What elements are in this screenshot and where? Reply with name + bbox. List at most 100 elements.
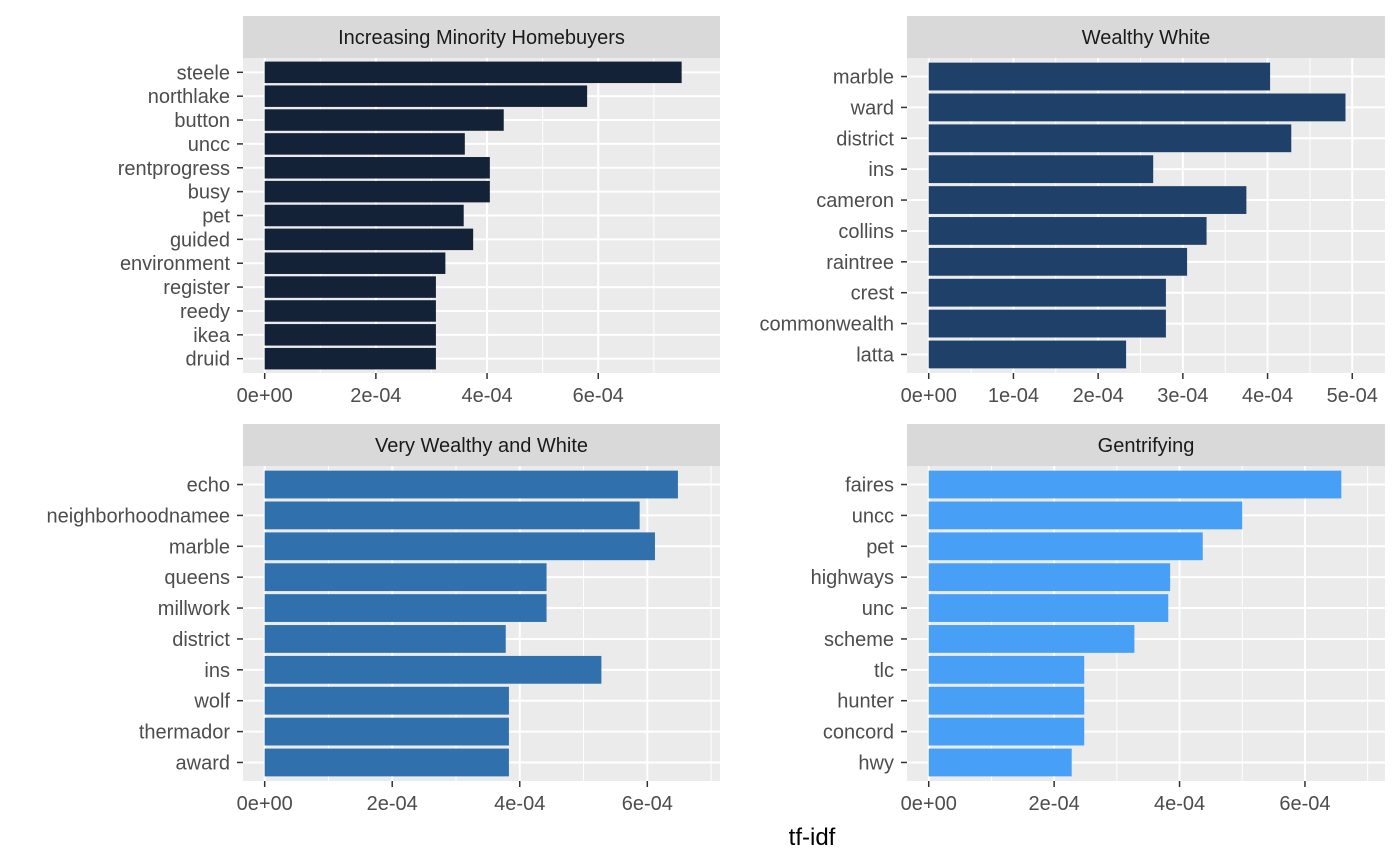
x-tick-label: 2e-04: [1073, 385, 1124, 407]
bar-rentprogress: [264, 157, 490, 179]
bar-district: [264, 625, 506, 653]
bar-steele: [264, 61, 682, 84]
bar-ikea: [264, 324, 436, 346]
bar-thermador: [264, 717, 509, 746]
facet-strip: [907, 424, 1385, 466]
x-tick-label: 6e-04: [573, 385, 624, 407]
x-tick-label: 0e+00: [901, 385, 957, 407]
category-label: marble: [169, 536, 230, 558]
bar-neighborhoodnamee: [264, 501, 640, 530]
facet-title: Very Wealthy and White: [375, 435, 588, 457]
bar-cameron: [928, 186, 1247, 214]
category-label: scheme: [824, 629, 894, 651]
bar-pet: [928, 532, 1203, 561]
category-label: marble: [833, 67, 894, 89]
bar-award: [264, 748, 509, 777]
category-label: queens: [164, 567, 230, 589]
bar-district: [928, 124, 1292, 153]
category-label: raintree: [826, 252, 894, 274]
bar-collins: [928, 217, 1207, 245]
category-label: commonwealth: [759, 314, 894, 336]
x-tick-label: 3e-04: [1157, 385, 1208, 407]
x-tick-label: 2e-04: [1029, 793, 1080, 815]
bar-raintree: [928, 247, 1188, 276]
bar-concord: [928, 717, 1085, 746]
category-label: thermador: [139, 722, 230, 744]
x-axis-title: tf-idf: [789, 824, 836, 851]
x-tick-label: 6e-04: [622, 793, 673, 815]
bar-unc: [928, 594, 1169, 622]
bar-hunter: [928, 686, 1085, 715]
bar-guided: [264, 228, 474, 251]
category-label: millwork: [158, 598, 231, 620]
category-label: ward: [850, 97, 894, 119]
x-tick-label: 2e-04: [350, 385, 401, 407]
bar-druid: [264, 347, 436, 370]
category-label: pet: [866, 536, 894, 558]
x-tick-label: 4e-04: [461, 385, 512, 407]
bar-pet: [264, 204, 464, 227]
bar-echo: [264, 470, 678, 499]
category-label: concord: [823, 722, 894, 744]
category-label: faires: [845, 475, 894, 497]
category-label: button: [174, 110, 230, 132]
bar-latta: [928, 340, 1127, 369]
facet-panel-4: Gentrifying 0e+00 2e-04 4e-04 6e-04 faires unc…: [811, 424, 1385, 815]
category-label: district: [836, 128, 894, 150]
bar-wolf: [264, 686, 509, 715]
bar-crest: [928, 278, 1166, 307]
category-label: ins: [204, 660, 230, 682]
facet-panel-1: Increasing Minority Homebuyers 0e+00 2e-04…: [118, 16, 720, 407]
bar-millwork: [264, 594, 547, 622]
bar-reedy: [264, 300, 436, 322]
x-tick-label: 4e-04: [1154, 793, 1205, 815]
category-label: busy: [188, 182, 230, 204]
category-label: unc: [862, 598, 894, 620]
bar-highways: [928, 563, 1171, 592]
bar-button: [264, 109, 504, 131]
category-label: druid: [186, 349, 230, 371]
facet-strip: [243, 424, 720, 466]
bar-hwy: [928, 748, 1072, 777]
category-label: echo: [187, 475, 230, 497]
category-label: environment: [120, 253, 231, 275]
bar-register: [264, 276, 436, 298]
category-label: rentprogress: [118, 158, 230, 180]
bar-queens: [264, 563, 547, 592]
x-tick-label: 4e-04: [1242, 385, 1293, 407]
category-label: highways: [811, 567, 894, 589]
category-label: collins: [838, 221, 894, 243]
category-label: ins: [868, 159, 894, 181]
category-label: neighborhoodnamee: [47, 505, 231, 527]
x-tick-label: 6e-04: [1279, 793, 1330, 815]
category-label: award: [176, 752, 230, 774]
category-label: tlc: [874, 660, 894, 682]
bar-uncc: [928, 501, 1243, 530]
facet-panel-2: Wealthy White 0e+00 1e-04 2e-04 3e-04 4e-04 5e…: [759, 16, 1385, 407]
bar-tlc: [928, 655, 1085, 684]
category-label: hwy: [858, 752, 894, 774]
category-label: pet: [202, 206, 230, 228]
bar-marble: [264, 532, 655, 561]
bar-ward: [928, 93, 1346, 122]
category-label: district: [172, 629, 230, 651]
category-label: northlake: [148, 86, 230, 108]
x-tick-label: 0e+00: [901, 793, 957, 815]
category-label: uncc: [852, 505, 894, 527]
x-tick-label: 1e-04: [988, 385, 1039, 407]
facet-title: Increasing Minority Homebuyers: [338, 27, 625, 49]
bar-commonwealth: [928, 309, 1166, 338]
bar-ins: [264, 655, 602, 684]
x-tick-label: 0e+00: [237, 385, 293, 407]
category-label: hunter: [837, 691, 894, 713]
category-label: steele: [177, 62, 230, 84]
facet-strip: [243, 16, 720, 58]
category-label: guided: [170, 229, 230, 251]
category-label: crest: [851, 283, 895, 305]
facet-panel-3: Very Wealthy and White 0e+00 2e-04 4e-04 6e-…: [47, 424, 720, 815]
bar-environment: [264, 252, 446, 274]
bar-busy: [264, 180, 490, 203]
bar-uncc: [264, 133, 465, 155]
facet-title: Gentrifying: [1098, 435, 1195, 457]
